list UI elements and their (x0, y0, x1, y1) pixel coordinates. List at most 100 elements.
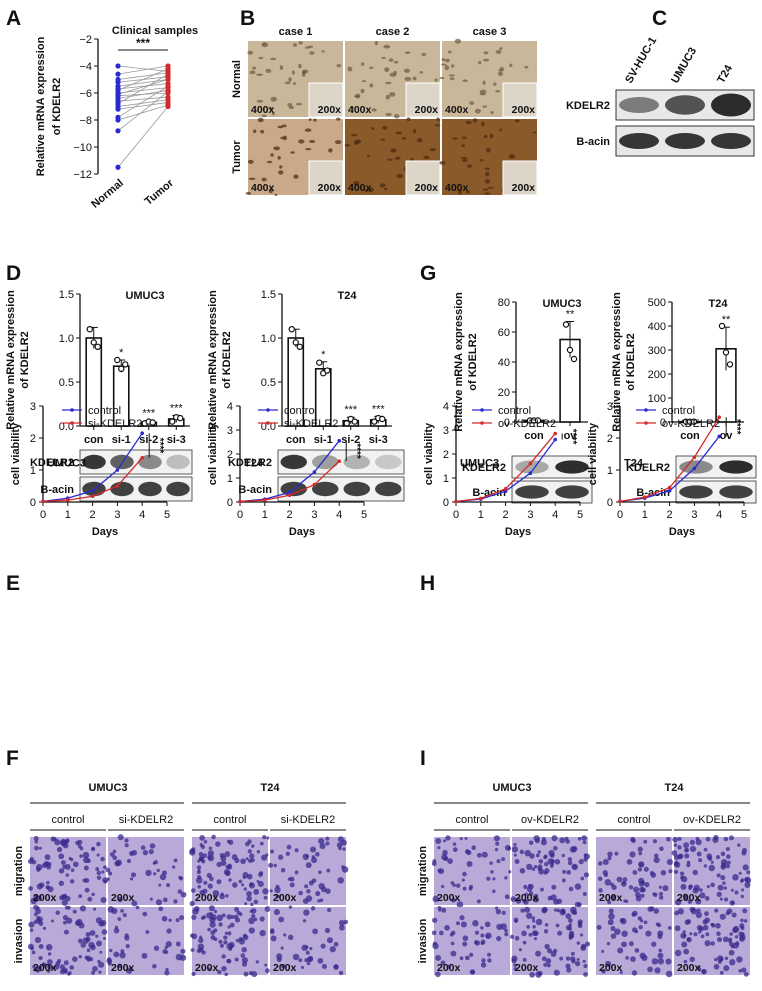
stained-cell (206, 872, 212, 879)
stained-cell (643, 920, 648, 925)
stained-cell (562, 869, 567, 874)
stained-cell (645, 930, 652, 937)
stained-cell (677, 854, 683, 860)
y-tick-label: 40 (498, 357, 510, 369)
stained-cell (550, 894, 557, 901)
x-tick-label: 5 (164, 509, 170, 521)
x-tick-label: si-1 (314, 434, 333, 446)
stained-cell (217, 969, 222, 975)
stained-cell (162, 897, 168, 903)
stained-cell (80, 942, 87, 948)
stained-cell (38, 955, 43, 961)
stained-cell (658, 891, 663, 896)
y-tick-label: 0.5 (261, 377, 276, 389)
lane-label: T24 (715, 62, 735, 85)
legend-marker (266, 421, 270, 425)
chart-title: T24 (338, 290, 358, 302)
stained-cell (208, 846, 213, 851)
blot-band (343, 481, 370, 497)
stained-cell (657, 952, 664, 959)
stained-cell (166, 928, 172, 934)
stained-cell (270, 935, 277, 942)
y-tick-label: −6 (79, 88, 92, 100)
significance-label: ** (722, 314, 731, 326)
data-point (343, 420, 350, 427)
stained-cell (441, 907, 447, 913)
stained-cell (58, 853, 65, 860)
series-point (115, 484, 120, 488)
magnification-label: 200x (599, 892, 623, 904)
stained-cell (740, 878, 745, 882)
stained-cell (142, 911, 148, 917)
stained-cell (60, 860, 66, 866)
stained-cell (33, 912, 38, 917)
stained-cell (285, 851, 290, 856)
stained-cell (450, 941, 455, 946)
cell-nucleus (278, 170, 284, 175)
legend-label: control (88, 405, 121, 417)
stained-cell (551, 835, 558, 842)
stained-cell (720, 851, 726, 857)
blot-band (166, 454, 190, 470)
stained-cell (496, 935, 502, 942)
stained-cell (444, 924, 450, 931)
stained-cell (54, 839, 61, 846)
stained-cell (95, 934, 99, 938)
stained-cell (537, 971, 541, 976)
cell-nucleus (288, 105, 295, 109)
stained-cell (325, 841, 330, 846)
chart-title: T24 (709, 298, 729, 310)
inset-image (502, 82, 538, 118)
stained-cell (545, 958, 552, 964)
stained-cell (190, 933, 195, 938)
series-point (503, 487, 508, 491)
normal-point (115, 164, 121, 170)
cell-nucleus (483, 134, 488, 139)
stained-cell (568, 926, 572, 931)
stained-cell (719, 913, 726, 920)
stained-cell (571, 951, 575, 956)
stained-cell (99, 950, 103, 954)
stained-cell (78, 894, 83, 899)
stained-cell (608, 913, 615, 920)
y-axis-label: cell viability (423, 422, 435, 485)
significance-label: **** (351, 443, 362, 459)
stained-cell (574, 883, 582, 890)
cell-nucleus (383, 44, 391, 49)
stained-cell (683, 896, 688, 901)
stained-cell (117, 896, 123, 903)
stained-cell (155, 899, 163, 906)
stained-cell (741, 888, 745, 892)
stained-cell (633, 886, 640, 893)
stained-cell (513, 963, 517, 967)
stained-cell (577, 923, 583, 929)
stained-cell (698, 930, 702, 934)
inset-magnification-label: 200x (318, 182, 342, 194)
stained-cell (338, 970, 344, 976)
stained-cell (190, 888, 196, 893)
stained-cell (687, 937, 691, 941)
stained-cell (541, 836, 547, 842)
stained-cell (601, 968, 606, 974)
stained-cell (165, 967, 169, 972)
stained-cell (228, 878, 232, 882)
stained-cell (732, 874, 739, 881)
cell-nucleus (385, 94, 391, 100)
stained-cell (519, 849, 525, 855)
stained-cell (515, 897, 522, 904)
y-axis-label-2: of KDELR2 (625, 333, 637, 390)
x-tick-label: 4 (552, 509, 558, 521)
x-tick-label: 3 (114, 509, 120, 521)
pair-line (117, 106, 169, 168)
stained-cell (333, 964, 339, 970)
stained-cell (640, 893, 645, 898)
stained-cell (476, 899, 481, 904)
stained-cell (294, 848, 299, 853)
stained-cell (27, 943, 34, 950)
stained-cell (462, 886, 467, 891)
cell-nucleus (256, 73, 263, 77)
stained-cell (726, 860, 731, 865)
stained-cell (343, 919, 349, 925)
panel-letter-C: C (652, 7, 667, 30)
